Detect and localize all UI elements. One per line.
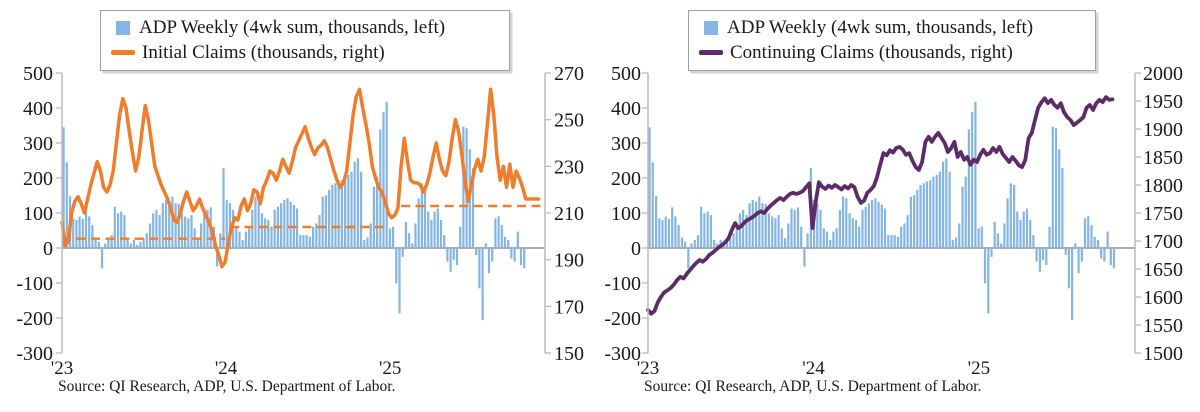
svg-text:'23: '23: [637, 358, 659, 379]
legend-row-line: Initial Claims (thousands, right): [111, 40, 501, 65]
svg-text:100: 100: [23, 203, 53, 225]
svg-text:0: 0: [631, 238, 641, 260]
svg-text:1750: 1750: [1143, 203, 1183, 225]
bar-series-swatch-icon: [116, 20, 130, 35]
svg-text:1550: 1550: [1143, 315, 1183, 337]
left-axis: 500 400 300 200 100 0 -100 -200 -300: [604, 63, 649, 365]
legend-row-bars: ADP Weekly (4wk sum, thousands, left): [111, 15, 501, 40]
chart-panel-continuing-claims: 500 400 300 200 100 0 -100 -200 -300 2000 1950 1900…: [600, 0, 1200, 412]
initial-claims-plot: 500 400 300 200 100 0 -100 -200 -300 270 250 230 210…: [16, 63, 584, 379]
legend-label-continuing-claims: Continuing Claims (thousands, right): [730, 42, 1013, 63]
svg-text:250: 250: [554, 110, 584, 132]
legend-label-initial-claims: Initial Claims (thousands, right): [142, 42, 385, 63]
legend-continuing-claims: ADP Weekly (4wk sum, thousands, left) Co…: [688, 10, 1096, 71]
adp-weekly-bars: [62, 101, 526, 321]
svg-text:-100: -100: [604, 273, 641, 295]
svg-text:1600: 1600: [1143, 287, 1183, 309]
svg-text:200: 200: [23, 168, 53, 190]
svg-text:270: 270: [554, 63, 584, 85]
svg-text:-200: -200: [16, 308, 53, 330]
svg-text:0: 0: [43, 238, 53, 260]
source-text: Source: QI Research, ADP, U.S. Departmen…: [58, 378, 396, 395]
year-average-dashes: [62, 204, 545, 240]
chart-panel-initial-claims: 500 400 300 200 100 0 -100 -200 -300 270 250 230 210…: [16, 10, 584, 395]
svg-text:500: 500: [23, 63, 53, 85]
right-axis: 270 250 230 210 190 170 150: [544, 63, 584, 365]
svg-text:'25: '25: [968, 358, 990, 379]
svg-text:-200: -200: [604, 308, 641, 330]
svg-text:-300: -300: [604, 343, 641, 365]
svg-text:1800: 1800: [1143, 175, 1183, 197]
svg-text:1900: 1900: [1143, 119, 1183, 141]
bar-series-swatch-icon: [704, 20, 718, 35]
svg-text:'24: '24: [802, 358, 825, 379]
svg-text:'25: '25: [379, 358, 401, 379]
svg-text:400: 400: [23, 98, 53, 120]
svg-text:200: 200: [611, 168, 641, 190]
svg-text:170: 170: [554, 296, 584, 318]
claims-line: [60, 87, 541, 269]
left-axis: 500 400 300 200 100 0 -100 -200 -300: [16, 63, 63, 365]
svg-text:300: 300: [23, 133, 53, 155]
svg-text:230: 230: [554, 156, 584, 178]
svg-text:150: 150: [554, 343, 584, 365]
line-series-swatch-icon: [111, 50, 135, 55]
svg-text:300: 300: [611, 133, 641, 155]
legend-label-adp: ADP Weekly (4wk sum, thousands, left): [139, 17, 446, 38]
legend-row-line: Continuing Claims (thousands, right): [699, 40, 1087, 65]
x-axis-labels: '23 '24 '25: [51, 358, 402, 379]
svg-text:'23: '23: [51, 358, 73, 379]
legend-row-bars: ADP Weekly (4wk sum, thousands, left): [699, 15, 1087, 40]
continuing-claims-plot: 500 400 300 200 100 0 -100 -200 -300 2000 1950 1900…: [604, 63, 1183, 379]
legend-initial-claims: ADP Weekly (4wk sum, thousands, left) In…: [100, 10, 510, 71]
claims-line: [646, 95, 1115, 316]
adp-weekly-bars: [648, 101, 1116, 321]
x-axis-labels: '23 '24 '25: [637, 358, 990, 379]
svg-text:1700: 1700: [1143, 231, 1183, 253]
svg-text:190: 190: [554, 250, 584, 272]
svg-text:1950: 1950: [1143, 91, 1183, 113]
svg-text:100: 100: [611, 203, 641, 225]
source-text: Source: QI Research, ADP, U.S. Departmen…: [644, 378, 982, 395]
svg-text:2000: 2000: [1143, 63, 1183, 85]
svg-text:1500: 1500: [1143, 343, 1183, 365]
svg-text:-100: -100: [16, 273, 53, 295]
right-axis: 2000 1950 1900 1850 1800 1750 1700 1650 1600 1550…: [1134, 63, 1183, 365]
svg-text:'24: '24: [215, 358, 238, 379]
svg-text:1650: 1650: [1143, 259, 1183, 281]
svg-text:210: 210: [554, 203, 584, 225]
legend-label-adp: ADP Weekly (4wk sum, thousands, left): [727, 17, 1034, 38]
svg-text:1850: 1850: [1143, 147, 1183, 169]
svg-text:-300: -300: [16, 343, 53, 365]
line-series-swatch-icon: [699, 50, 723, 55]
svg-text:400: 400: [611, 98, 641, 120]
svg-text:500: 500: [611, 63, 641, 85]
